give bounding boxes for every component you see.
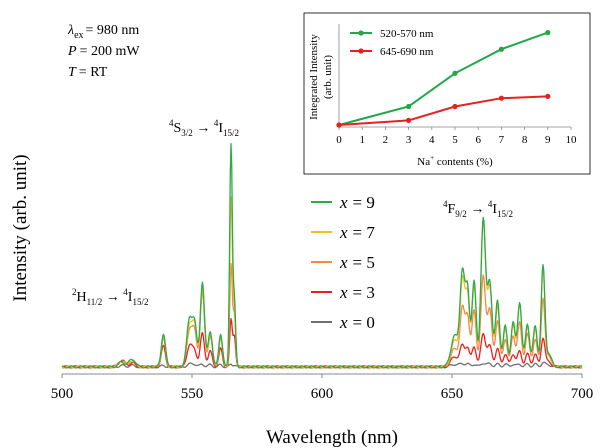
legend-var: x xyxy=(339,313,348,332)
lambda-symbol: λ xyxy=(67,23,74,38)
inset-x-tick-label: 2 xyxy=(383,134,389,146)
legend-label: x = 3 xyxy=(339,283,375,302)
inset-chart: 0 1 2 3 4 5 6 7 8 9 10 520-570 nm 645-690 nm Na+ co… xyxy=(303,12,591,175)
inset-xlabel-na: Na xyxy=(417,156,430,168)
inset-x-tick-label: 6 xyxy=(475,134,481,146)
inset-data-point xyxy=(406,103,412,110)
lambda-value: = 980 nm xyxy=(86,23,140,38)
legend-value: = 5 xyxy=(353,253,375,272)
inset-legend: 520-570 nm 645-690 nm xyxy=(350,28,434,58)
spectrum-line-x9 xyxy=(61,142,583,369)
legend-var: x xyxy=(339,253,348,272)
main-x-axis-label: Wavelength (nm) xyxy=(266,427,398,448)
inset-data-point xyxy=(452,103,458,110)
annotation-part: F xyxy=(448,202,456,217)
main-x-tick-label: 550 xyxy=(181,386,204,402)
annotation-part: 4 xyxy=(214,118,219,128)
main-y-axis-label: Intensity (arb. unit) xyxy=(10,154,31,301)
inset-legend-marker xyxy=(358,30,364,36)
temperature-text: T = RT xyxy=(68,65,108,80)
inset-xlabel-rest: contents (%) xyxy=(434,156,493,168)
inset-data-point xyxy=(406,117,412,123)
legend-label: x = 0 xyxy=(339,313,375,332)
annotation-h112-transition: 2H11/2 → 4I15/2 xyxy=(72,287,148,307)
inset-x-tick-label: 10 xyxy=(566,134,578,146)
legend-var: x xyxy=(339,223,348,242)
inset-x-tick-label: 1 xyxy=(359,134,365,146)
lambda-subscript: ex xyxy=(74,30,83,41)
inset-series xyxy=(336,30,551,128)
annotation-part: 15/2 xyxy=(497,209,513,219)
annotation-part: 15/2 xyxy=(223,128,239,138)
inset-x-tick-label: 8 xyxy=(522,134,528,146)
annotation-part: 15/2 xyxy=(132,297,148,307)
annotation-f92-transition: 4F9/2 → 4I15/2 xyxy=(443,199,513,219)
inset-y-axis-label-line1: Integrated Intensity xyxy=(308,34,320,120)
annotation-part: 4 xyxy=(443,199,448,209)
inset-x-tick-label: 4 xyxy=(429,134,435,146)
spectrum-curves xyxy=(61,142,583,369)
annotation-part: 9/2 xyxy=(455,209,467,219)
annotation-part: S xyxy=(174,121,182,136)
inset-x-tick-label: 9 xyxy=(545,134,551,146)
main-legend: x = 9 x = 7 x = 5 x = 3 x = 0 xyxy=(311,193,375,332)
legend-value: = 9 xyxy=(353,193,375,212)
inset-legend-marker xyxy=(358,48,364,54)
legend-value: = 7 xyxy=(353,223,376,242)
inset-data-point xyxy=(498,95,504,101)
inset-legend-label: 520-570 nm xyxy=(380,28,434,40)
annotation-part: 2 xyxy=(72,287,77,297)
inset-x-ticks: 0 1 2 3 4 5 6 7 8 9 10 xyxy=(336,127,577,146)
annotation-part: → xyxy=(193,121,214,136)
excitation-wavelength-text: λex = 980 nm xyxy=(67,23,139,41)
main-x-tick-label: 600 xyxy=(311,386,334,402)
temperature-symbol: T xyxy=(68,65,77,80)
legend-label: x = 9 xyxy=(339,193,375,212)
spectrum-line-x5 xyxy=(61,262,583,369)
power-text: P = 200 mW xyxy=(67,44,140,59)
annotation-part: 4 xyxy=(169,118,174,128)
inset-x-tick-label: 3 xyxy=(406,134,412,146)
power-value: = 200 mW xyxy=(80,44,141,59)
annotation-part: I xyxy=(492,202,497,217)
transition-annotations: 4S3/2 → 4I15/2 2H11/2 → 4I15/2 4F9/2 → 4… xyxy=(72,118,513,307)
annotation-part: 11/2 xyxy=(87,297,103,307)
main-x-ticks: 500 550 600 650 700 xyxy=(51,374,594,402)
inset-data-point xyxy=(545,93,551,99)
main-x-tick-label: 650 xyxy=(441,386,464,402)
legend-value: = 0 xyxy=(353,313,375,332)
legend-value: = 3 xyxy=(353,283,375,302)
annotation-part: → xyxy=(102,290,123,305)
inset-frame xyxy=(303,12,591,175)
temperature-value: = RT xyxy=(79,65,108,80)
inset-data-point xyxy=(452,70,458,76)
annotation-s32-transition: 4S3/2 → 4I15/2 xyxy=(169,118,239,138)
inset-xlabel-plus: + xyxy=(430,154,434,162)
legend-label: x = 7 xyxy=(339,223,375,242)
annotation-part: I xyxy=(128,290,133,305)
legend-label: x = 5 xyxy=(339,253,375,272)
legend-var: x xyxy=(339,283,348,302)
inset-data-point xyxy=(545,30,551,36)
annotation-part: → xyxy=(467,202,488,217)
annotation-part: 4 xyxy=(488,199,493,209)
annotation-part: H xyxy=(77,290,87,305)
annotation-part: 3/2 xyxy=(181,128,193,138)
inset-data-point xyxy=(498,46,504,52)
inset-x-tick-label: 7 xyxy=(499,134,505,146)
inset-x-axis-label: Na+ contents (%) xyxy=(417,154,493,168)
main-x-tick-label: 500 xyxy=(51,386,74,402)
inset-legend-label: 645-690 nm xyxy=(380,46,434,58)
main-x-tick-label: 700 xyxy=(571,386,594,402)
inset-x-tick-label: 0 xyxy=(336,134,342,146)
annotation-part: 4 xyxy=(123,287,128,297)
conditions-text: λex = 980 nm P = 200 mW T = RT xyxy=(67,23,140,80)
power-symbol: P xyxy=(67,44,77,59)
inset-y-axis-label-line2: (arb. unit) xyxy=(322,55,334,99)
inset-x-tick-label: 5 xyxy=(452,134,458,146)
inset-data-point xyxy=(336,122,342,128)
legend-var: x xyxy=(339,193,348,212)
annotation-part: I xyxy=(218,121,223,136)
